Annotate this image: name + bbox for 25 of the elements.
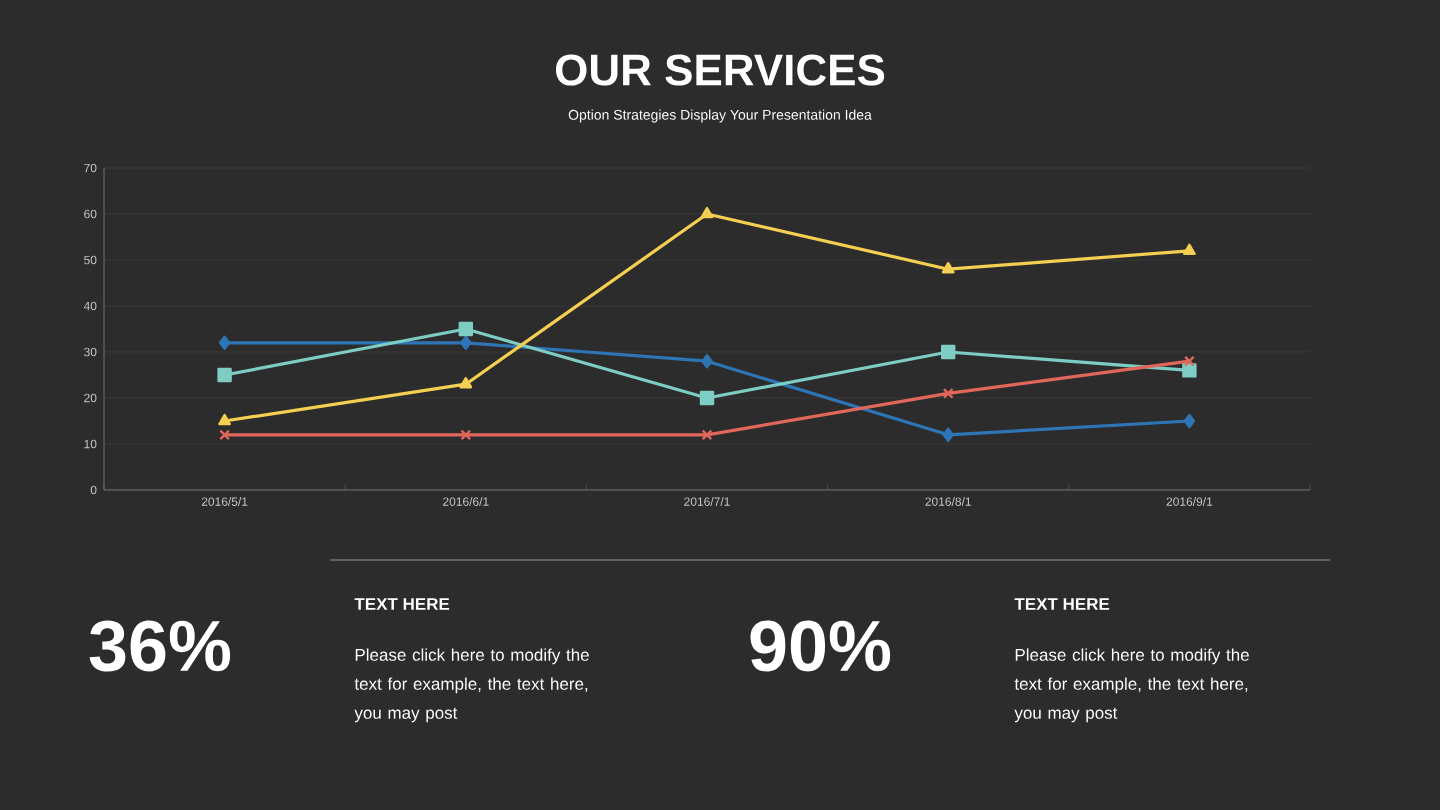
point [460, 429, 472, 441]
point [701, 429, 713, 441]
text: Please click here to modify the text for example, the text here, you may post [354, 648, 589, 723]
chart-title: OUR SERVICES [555, 54, 885, 86]
point [218, 335, 231, 350]
text: TEXT HERE [354, 598, 450, 610]
point [700, 206, 714, 219]
point [942, 427, 954, 442]
point [217, 367, 232, 383]
point [941, 344, 956, 360]
point [1183, 413, 1196, 429]
text: 90% [750, 620, 891, 672]
point [218, 413, 231, 426]
point [458, 321, 473, 337]
point [942, 387, 954, 399]
point [460, 335, 472, 350]
point [1182, 363, 1197, 378]
point [459, 377, 473, 389]
text: 36% [89, 620, 231, 672]
point [699, 390, 715, 406]
point [941, 262, 955, 274]
point [1183, 243, 1196, 256]
point [701, 354, 713, 369]
text: TEXT HERE [1014, 598, 1110, 610]
text: Please click here to modify the text for example, the text here, you may post [1014, 648, 1249, 723]
